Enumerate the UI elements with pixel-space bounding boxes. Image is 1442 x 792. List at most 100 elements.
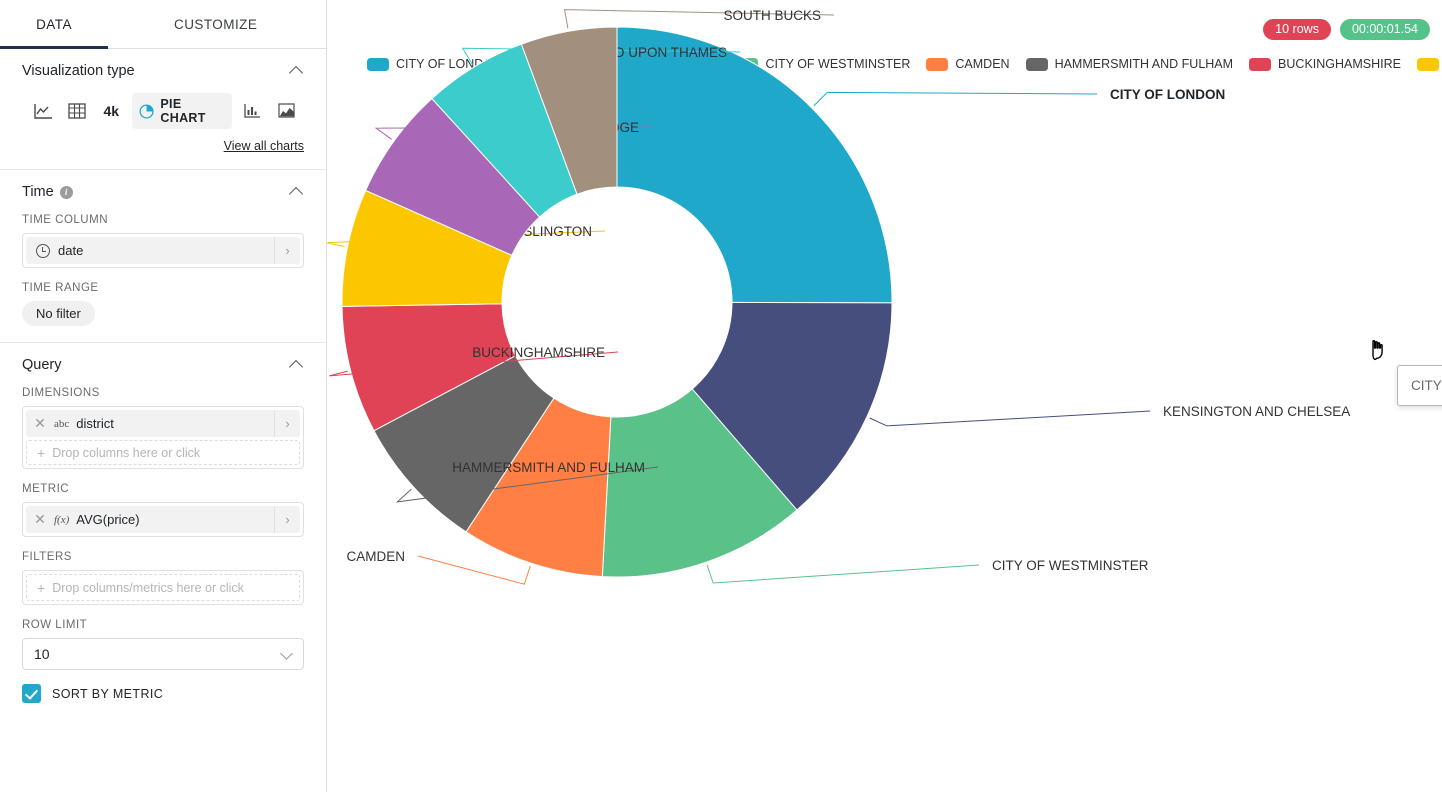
filters-control: + Drop columns/metrics here or click (22, 570, 304, 605)
time-column-label: TIME COLUMN (22, 214, 108, 226)
donut-chart-svg[interactable]: CITY OF LONDON KENSINGTON AND CHELSEA CITY… (327, 0, 1442, 792)
slice-leader-line (417, 555, 531, 585)
time-column-value: date (58, 243, 84, 258)
query-header[interactable]: Query (22, 357, 304, 373)
slice-label: CITY OF WESTMINSTER (992, 558, 1149, 573)
time-title: Time (22, 184, 54, 200)
sort-by-metric-checkbox[interactable] (22, 684, 41, 703)
filters-drop-zone[interactable]: + Drop columns/metrics here or click (26, 574, 300, 601)
line-chart-icon[interactable] (26, 98, 60, 124)
donut-slice[interactable] (520, 26, 618, 195)
slice-leader-line (563, 9, 835, 29)
dimension-pill-district[interactable]: ✕ abc district › (26, 410, 300, 437)
legend-swatch-icon (1416, 57, 1439, 71)
row-limit-label: ROW LIMIT (22, 619, 88, 631)
tab-customize[interactable]: CUSTOMIZE (152, 0, 279, 48)
query-title: Query (22, 357, 62, 373)
row-limit-select[interactable]: 10 (22, 638, 304, 670)
time-section: Time i TIME COLUMN date › TIME RANGE No … (0, 170, 326, 343)
legend-swatch-icon (1249, 57, 1272, 71)
chevron-right-icon[interactable]: › (274, 410, 300, 437)
info-icon[interactable]: i (59, 185, 73, 199)
viz-type-pie-chart-selected[interactable]: PIE CHART (132, 93, 232, 129)
legend-item-label: BUCKINGHAMSHIRE (1278, 57, 1401, 71)
slice-leader-line (869, 410, 1151, 427)
time-range-label: TIME RANGE (22, 282, 99, 294)
table-icon[interactable] (60, 98, 94, 124)
visualization-type-icons: 4k PIE CHART (22, 93, 304, 129)
chevron-up-icon[interactable] (290, 358, 304, 372)
legend-item[interactable]: HAMMERSMITH AND FULHAM (1025, 57, 1234, 71)
tab-customize-label: CUSTOMIZE (174, 16, 258, 32)
legend-item-label: HAMMERSMITH AND FULHAM (1054, 57, 1234, 71)
big-number-4k-icon[interactable]: 4k (94, 98, 128, 124)
legend-item[interactable]: CAMDEN (926, 57, 1010, 71)
remove-metric-icon[interactable]: ✕ (34, 511, 46, 527)
slice-label: CAMDEN (346, 549, 405, 564)
visualization-type-header[interactable]: Visualization type (22, 63, 304, 79)
filters-label: FILTERS (22, 551, 72, 563)
chevron-right-icon[interactable]: › (274, 237, 300, 264)
slice-leader-line (329, 351, 619, 377)
metric-control: ✕ f(x) AVG(price) › (22, 502, 304, 537)
slice-label: SOUTH BUCKS (723, 8, 821, 23)
legend-swatch-icon (367, 57, 389, 71)
bar-chart-icon[interactable] (236, 98, 270, 124)
chevron-up-icon[interactable] (290, 185, 304, 199)
legend-swatch-icon (1025, 57, 1048, 71)
row-count-badge: 10 rows (1263, 19, 1331, 40)
chevron-down-icon[interactable] (282, 649, 292, 659)
sort-by-metric-row[interactable]: SORT BY METRIC (22, 684, 304, 703)
metric-pill-avg-price[interactable]: ✕ f(x) AVG(price) › (26, 506, 300, 533)
remove-dimension-icon[interactable]: ✕ (34, 415, 46, 431)
slice-label: KENSINGTON AND CHELSEA (1163, 404, 1350, 419)
sort-by-metric-label: SORT BY METRIC (52, 686, 164, 701)
visualization-type-section: Visualization type 4k PIE CHART (0, 49, 326, 170)
donut-slice[interactable] (691, 301, 893, 511)
dimensions-placeholder: Drop columns here or click (52, 445, 201, 460)
tab-data[interactable]: DATA (0, 0, 108, 49)
donut-slice[interactable] (601, 388, 798, 578)
chevron-up-icon[interactable] (290, 64, 304, 78)
time-title-wrap: Time i (22, 184, 290, 200)
filters-placeholder: Drop columns/metrics here or click (52, 580, 244, 595)
big-number-label: 4k (103, 103, 120, 119)
legend-item[interactable] (1416, 57, 1439, 71)
donut-slice[interactable] (616, 26, 893, 304)
legend-item-label: CAMDEN (955, 57, 1010, 71)
plus-icon: + (37, 579, 46, 596)
dimensions-control: ✕ abc district › + Drop columns here or … (22, 406, 304, 469)
dimension-type-label: abc (54, 417, 70, 430)
legend-item-label: CITY OF WESTMINSTER (765, 57, 911, 71)
view-all-charts-link[interactable]: View all charts (223, 139, 304, 153)
time-column-pill[interactable]: date › (26, 237, 300, 264)
tooltip-text: CITY OF LONDON: 2M (25.05%) (1411, 378, 1442, 393)
legend-swatch-icon (926, 57, 949, 71)
viz-type-pie-chart-label: PIE CHART (160, 97, 206, 125)
tab-data-label: DATA (36, 16, 72, 32)
metric-label: METRIC (22, 483, 70, 495)
slice-label: ISLINGTON (519, 224, 592, 239)
legend-item[interactable]: BUCKINGHAMSHIRE (1249, 57, 1401, 71)
time-header[interactable]: Time i (22, 184, 304, 200)
metric-value: AVG(price) (76, 512, 140, 527)
metric-type-label: f(x) (54, 513, 70, 526)
time-range-value[interactable]: No filter (22, 301, 95, 326)
area-chart-icon[interactable] (270, 98, 304, 124)
mouse-cursor-icon (1372, 340, 1383, 361)
time-column-control[interactable]: date › (22, 233, 304, 268)
slice-leader-line (395, 466, 659, 503)
slice-label: CITY OF LONDON (1110, 87, 1225, 102)
chevron-right-icon[interactable]: › (274, 506, 300, 533)
slice-label: BUCKINGHAMSHIRE (472, 345, 605, 360)
slice-leader-line (461, 47, 741, 65)
query-duration-badge: 00:00:01.54 (1339, 19, 1430, 40)
clock-icon (36, 243, 50, 258)
dimensions-label: DIMENSIONS (22, 387, 100, 399)
dimensions-drop-zone[interactable]: + Drop columns here or click (26, 440, 300, 465)
chart-tooltip: CITY OF LONDON: 2M (25.05%) (1397, 365, 1442, 406)
pie-chart-icon (139, 103, 154, 119)
dimension-value: district (76, 416, 114, 431)
chart-panel: 10 rows 00:00:01.54 CITY OF LONDON KENSIN… (327, 0, 1442, 792)
